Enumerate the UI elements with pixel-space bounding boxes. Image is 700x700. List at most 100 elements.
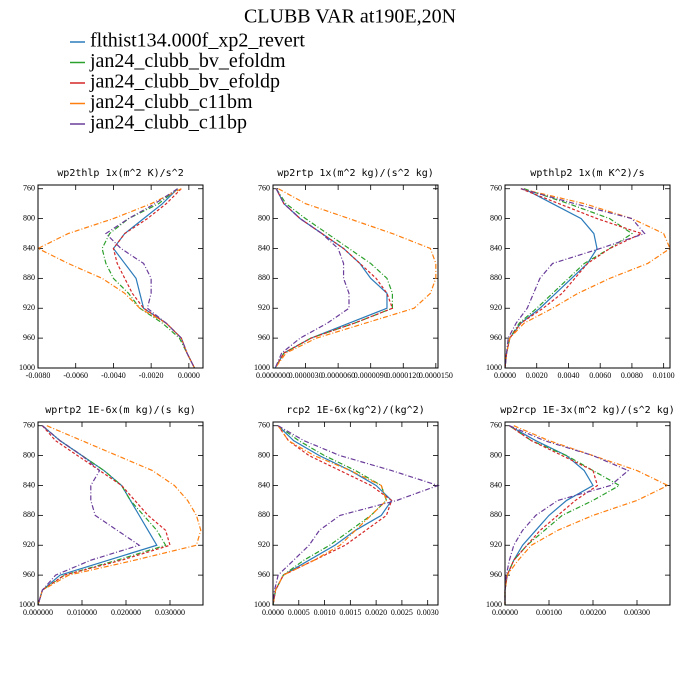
y-tick-label: 1000	[19, 600, 35, 609]
profile-line	[37, 425, 202, 606]
y-tick-label: 960	[258, 333, 270, 342]
x-tick-label: 0.0000090	[354, 371, 388, 380]
plot-frame	[37, 421, 204, 606]
legend-label: flthist134.000f_xp2_revert	[90, 30, 305, 52]
y-tick-label: 880	[258, 510, 270, 519]
y-tick-label: 920	[258, 303, 270, 312]
y-tick-label: 760	[490, 184, 502, 193]
profile-line	[272, 425, 388, 606]
legend-label: jan24_clubb_c11bp	[89, 112, 247, 134]
x-tick-label: 0.000000	[23, 608, 53, 617]
y-tick-label: 800	[258, 450, 270, 459]
y-tick-label: 760	[258, 421, 270, 430]
y-tick-label: 880	[258, 273, 270, 282]
profile-line	[504, 188, 633, 369]
profile-line	[504, 188, 646, 369]
y-tick-label: 760	[23, 184, 35, 193]
y-tick-label: 760	[490, 421, 502, 430]
y-tick-label: 1000	[19, 363, 35, 372]
legend-label: jan24_clubb_bv_efoldp	[89, 71, 280, 93]
y-tick-label: 800	[490, 450, 502, 459]
y-tick-label: 1000	[486, 600, 502, 609]
x-tick-label: 0.00000	[492, 608, 518, 617]
y-tick-label: 800	[490, 213, 502, 222]
y-tick-label: 960	[23, 333, 35, 342]
x-tick-label: 0.0040	[557, 371, 579, 380]
plot-frame	[272, 184, 439, 369]
profile-line	[504, 188, 671, 369]
y-tick-label: 840	[490, 243, 502, 252]
x-tick-label: 0.0005	[288, 608, 310, 617]
y-tick-label: 960	[258, 570, 270, 579]
x-tick-label: 0.0080	[621, 371, 643, 380]
x-tick-label: 0.00200	[580, 608, 606, 617]
profile-line	[104, 188, 196, 369]
x-tick-label: 0.0025	[391, 608, 413, 617]
profile-line	[504, 425, 670, 605]
y-tick-label: 800	[23, 450, 35, 459]
panel-title: rcp2 1E-6x(kg^2)/(kg^2)	[286, 405, 424, 416]
panel-title: wpthlp2 1x(m K^2)/s	[530, 168, 644, 179]
y-tick-label: 840	[258, 243, 270, 252]
y-tick-label: 840	[23, 243, 35, 252]
x-tick-label: 0.0010	[314, 608, 336, 617]
profile-line	[36, 188, 196, 369]
x-tick-label: 0.0020	[365, 608, 387, 617]
y-tick-label: 840	[258, 480, 270, 489]
y-tick-label: 960	[490, 333, 502, 342]
y-tick-label: 800	[258, 213, 270, 222]
profile-line	[272, 425, 388, 606]
panel-title: wp2rtp 1x(m^2 kg)/(s^2 kg)	[277, 168, 434, 179]
x-tick-label: 0.0000	[262, 608, 284, 617]
x-tick-label: 0.0030	[417, 608, 439, 617]
profile-line	[504, 425, 630, 605]
y-tick-label: 920	[490, 540, 502, 549]
y-tick-label: 1000	[486, 363, 502, 372]
x-tick-label: 0.030000	[155, 608, 185, 617]
profile-line	[112, 188, 196, 369]
legend-label: jan24_clubb_bv_efoldm	[89, 50, 286, 72]
y-tick-label: 880	[490, 510, 502, 519]
y-tick-label: 880	[23, 273, 35, 282]
panel-title: wp2rcp 1E-3x(m^2 kg)/(s^2 kg)	[500, 405, 675, 416]
y-tick-label: 920	[258, 540, 270, 549]
x-tick-label: 0.0000030	[289, 371, 323, 380]
x-tick-label: 0.0100	[653, 371, 675, 380]
plot-frame	[504, 421, 671, 606]
profile-line	[37, 425, 171, 606]
y-tick-label: 840	[23, 480, 35, 489]
x-tick-label: -0.0020	[139, 371, 164, 380]
y-tick-label: 760	[23, 421, 35, 430]
y-tick-label: 920	[23, 540, 35, 549]
x-tick-label: 0.0020	[526, 371, 548, 380]
x-tick-label: 0.00100	[536, 608, 562, 617]
x-tick-label: 0.00300	[624, 608, 650, 617]
y-tick-label: 800	[23, 213, 35, 222]
y-tick-label: 920	[490, 303, 502, 312]
x-tick-label: 0.0000150	[419, 371, 453, 380]
panel-title: wp2thlp 1x(m^2 K)/s^2	[57, 168, 183, 179]
x-tick-label: 0.020000	[111, 608, 141, 617]
x-tick-label: 0.0000060	[321, 371, 355, 380]
y-tick-label: 880	[490, 273, 502, 282]
y-tick-label: 960	[23, 570, 35, 579]
x-tick-label: 0.0015	[339, 608, 361, 617]
profile-line	[504, 188, 644, 369]
x-tick-label: -0.0040	[101, 371, 126, 380]
legend-label: jan24_clubb_c11bm	[89, 91, 253, 113]
profile-line	[274, 188, 394, 369]
x-tick-label: -0.0060	[63, 371, 88, 380]
y-tick-label: 840	[490, 480, 502, 489]
y-tick-label: 1000	[254, 600, 270, 609]
y-tick-label: 920	[23, 303, 35, 312]
profile-line	[37, 425, 141, 606]
x-tick-label: 0.0060	[589, 371, 611, 380]
y-tick-label: 880	[23, 510, 35, 519]
profile-line	[274, 188, 437, 369]
profile-line	[504, 425, 599, 605]
plot-frame	[272, 421, 439, 606]
panel-title: wprtp2 1E-6x(m kg)/(s kg)	[45, 405, 196, 416]
y-tick-label: 760	[258, 184, 270, 193]
